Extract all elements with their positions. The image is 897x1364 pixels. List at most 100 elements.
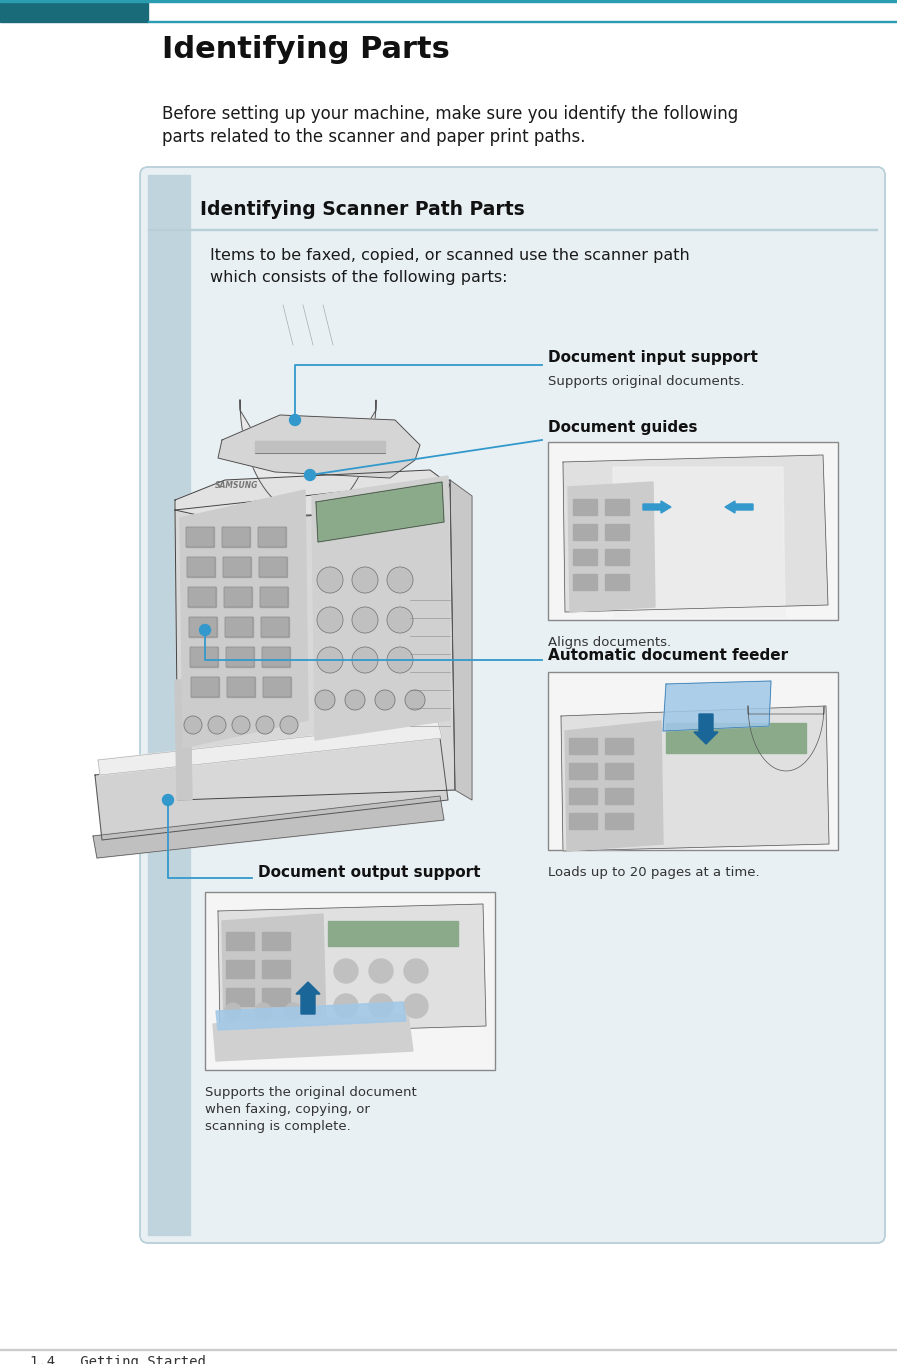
Circle shape [404,994,428,1018]
Bar [258,527,286,547]
Bar [262,960,290,978]
Circle shape [345,690,365,711]
Bar [262,988,290,1007]
Circle shape [317,647,343,672]
Bar [260,587,288,607]
Polygon shape [175,471,450,520]
Circle shape [352,647,378,672]
Polygon shape [312,476,450,741]
Text: Document guides: Document guides [548,420,698,435]
Bar [225,617,253,637]
Bar [186,527,214,547]
Bar [226,932,254,949]
Bar [605,738,633,754]
Bar [605,499,629,516]
Bar [605,548,629,565]
Circle shape [199,625,211,636]
FancyArrow shape [296,982,320,1013]
Bar [569,788,597,803]
Bar [227,677,255,697]
Bar [226,960,254,978]
Circle shape [352,567,378,593]
Polygon shape [240,400,376,516]
Bar [0,1349,897,1350]
Bar [189,617,217,637]
Circle shape [352,607,378,633]
Polygon shape [663,681,771,731]
Polygon shape [98,722,442,775]
Bar [187,557,215,577]
Polygon shape [450,480,472,801]
FancyArrow shape [643,501,671,513]
Bar [569,738,597,754]
Circle shape [317,607,343,633]
Bar [262,647,290,667]
Bar [666,723,806,753]
Bar [262,932,290,949]
Bar [187,557,215,577]
Bar [224,587,252,607]
Bar [191,677,219,697]
Circle shape [315,690,335,711]
Bar [573,548,597,565]
Circle shape [285,1003,301,1019]
FancyBboxPatch shape [140,166,885,1243]
Polygon shape [180,490,308,747]
Polygon shape [216,1003,406,1030]
Circle shape [387,607,413,633]
Circle shape [162,794,173,806]
Text: Identifying Parts: Identifying Parts [162,35,450,64]
Circle shape [232,716,250,734]
Circle shape [405,690,425,711]
Polygon shape [93,797,444,858]
Polygon shape [222,914,326,1034]
Polygon shape [95,738,448,840]
Bar [226,988,254,1007]
Text: when faxing, copying, or: when faxing, copying, or [205,1103,370,1116]
Bar [328,921,458,947]
Bar [258,527,286,547]
Bar [148,20,897,22]
Bar [148,175,190,1234]
Bar [188,587,216,607]
Bar [0,0,897,1]
Polygon shape [568,481,655,612]
Circle shape [225,1003,241,1019]
Bar [569,762,597,779]
Bar [573,524,597,540]
Bar [605,524,629,540]
Circle shape [280,716,298,734]
Bar [205,892,495,1069]
Polygon shape [561,707,829,851]
Text: which consists of the following parts:: which consists of the following parts: [210,270,508,285]
Text: SAMSUNG: SAMSUNG [215,481,258,490]
Bar [259,557,287,577]
Bar [605,574,629,591]
Text: Supports the original document: Supports the original document [205,1086,417,1099]
Text: Document output support: Document output support [258,865,481,880]
Bar [222,527,250,547]
Bar [260,587,288,607]
Polygon shape [316,481,444,542]
Text: Document input support: Document input support [548,351,758,366]
Bar [188,587,216,607]
Bar [186,527,214,547]
Circle shape [256,716,274,734]
Text: Identifying Scanner Path Parts: Identifying Scanner Path Parts [200,201,525,220]
Bar [605,813,633,829]
FancyArrow shape [725,501,753,513]
Text: scanning is complete.: scanning is complete. [205,1120,351,1133]
Polygon shape [175,480,455,801]
Polygon shape [563,456,828,612]
Polygon shape [218,415,420,477]
Bar [190,647,218,667]
Bar [189,617,217,637]
Circle shape [317,567,343,593]
FancyArrow shape [694,713,718,743]
Polygon shape [218,904,486,1034]
Text: parts related to the scanner and paper print paths.: parts related to the scanner and paper p… [162,128,586,146]
Bar [0,0,148,22]
Bar [548,442,838,621]
Circle shape [387,647,413,672]
Bar [262,647,290,667]
